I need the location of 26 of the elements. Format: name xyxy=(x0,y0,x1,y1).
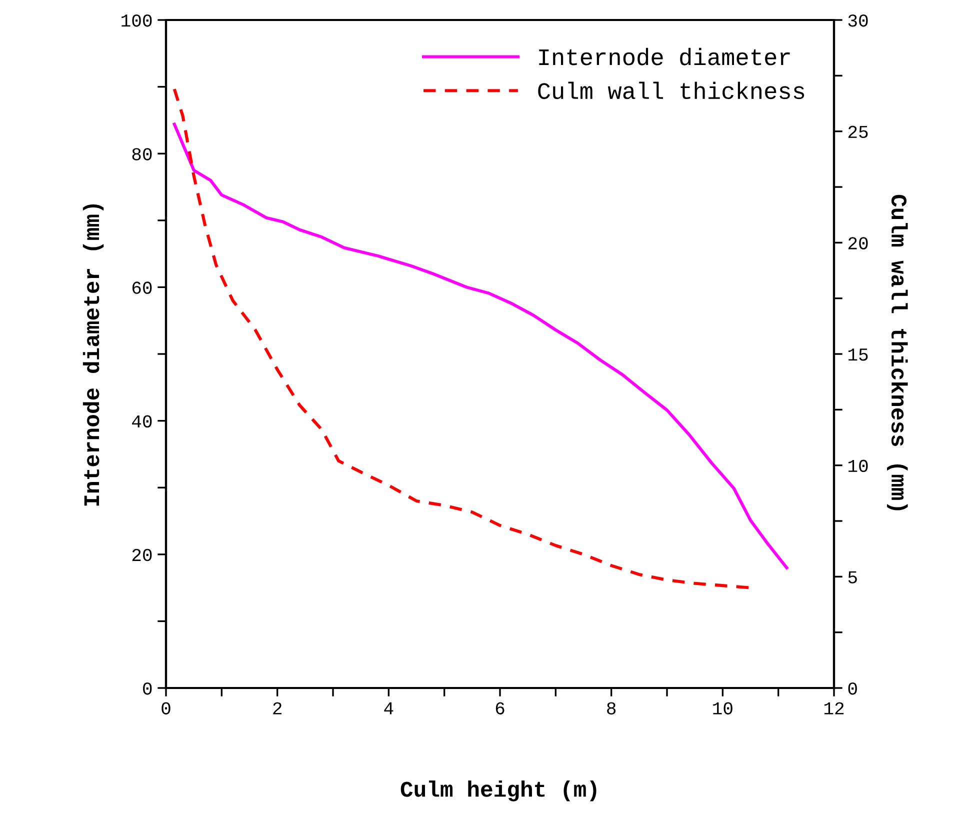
y2-tick-label: 20 xyxy=(848,237,868,250)
x-tick-label: 10 xyxy=(713,702,732,714)
x-tick-label: 2 xyxy=(273,702,282,714)
legend-label: Internode diameter xyxy=(539,48,790,66)
y-tick-label: 0 xyxy=(143,682,152,695)
y2-axis-title: Culm wall thickness (mm) xyxy=(887,194,908,510)
x-tick-label: 4 xyxy=(384,702,394,714)
legend-label: Culm wall thickness xyxy=(538,82,804,100)
y-tick-label: 80 xyxy=(132,148,152,160)
y2-tick-label: 15 xyxy=(848,348,868,361)
y-tick-label: 40 xyxy=(132,415,152,428)
y2-tick-label: 5 xyxy=(848,571,857,584)
y2-tick-label: 0 xyxy=(848,682,857,695)
y2-tick-label: 10 xyxy=(848,460,868,472)
x-axis-title: Culm height (m) xyxy=(400,780,596,802)
x-tick-label: 8 xyxy=(607,702,616,714)
y2-tick-label: 25 xyxy=(848,126,868,138)
line-series xyxy=(172,122,788,570)
x-tick-label: 0 xyxy=(162,702,170,714)
y2-tick-label: 30 xyxy=(848,14,868,27)
y-tick-label: 100 xyxy=(122,14,152,27)
y-tick-label: 60 xyxy=(132,282,152,294)
x-tick-label: 12 xyxy=(824,702,844,714)
y-axis-title: Internode diameter (mm) xyxy=(82,204,104,506)
x-tick-label: 6 xyxy=(496,702,504,714)
y-tick-label: 20 xyxy=(132,548,152,562)
